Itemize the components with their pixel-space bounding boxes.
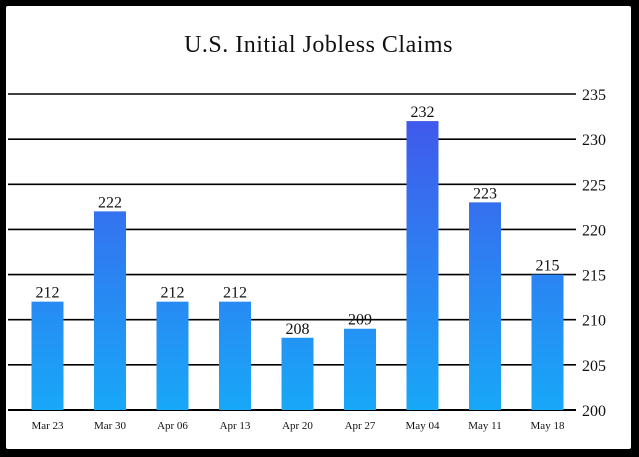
chart-title: U.S. Initial Jobless Claims [184, 32, 453, 58]
y-tick-label: 200 [582, 403, 606, 420]
chart-frame: U.S. Initial Jobless Claims 200 205 210 215… [6, 6, 631, 449]
bar [344, 328, 376, 410]
x-axis-ticks: Mar 23 Mar 30 Apr 06 Apr 13 Apr 20 Apr 27 May … [31, 420, 564, 432]
bar-value-label: 209 [348, 312, 372, 329]
bar [406, 121, 439, 410]
y-axis-ticks: 200 205 210 215 220 225 230 235 [582, 87, 606, 420]
bar-value-label: 212 [36, 285, 60, 302]
x-tick-label: May 04 [406, 420, 440, 432]
bar-chart: 200 205 210 215 220 225 230 235 Mar 23 Mar 30 Apr… [8, 87, 606, 432]
data-labels: 212 222 212 212 208 209 232 223 215 [36, 104, 560, 338]
bar-value-label: 212 [223, 285, 247, 302]
bar-value-label: 208 [286, 321, 310, 338]
y-tick-label: 225 [582, 177, 606, 194]
y-tick-label: 230 [582, 132, 606, 149]
bar [31, 301, 64, 410]
bar-value-label: 223 [473, 185, 497, 202]
bar [156, 301, 189, 410]
bar-value-label: 215 [536, 258, 560, 275]
bars [31, 121, 564, 410]
x-tick-label: Apr 27 [345, 420, 376, 432]
bar [469, 202, 501, 410]
bar-value-label: 222 [98, 194, 122, 211]
x-tick-label: Apr 06 [157, 420, 188, 432]
bar-value-label: 232 [411, 104, 435, 121]
x-tick-label: Mar 30 [94, 420, 127, 432]
bar [94, 211, 126, 410]
bar [531, 274, 564, 410]
x-tick-label: May 18 [531, 420, 565, 432]
x-tick-label: May 11 [468, 420, 502, 432]
bar-value-label: 212 [161, 285, 185, 302]
y-tick-label: 210 [582, 313, 606, 330]
bar [219, 301, 251, 410]
bar [281, 337, 314, 410]
y-tick-label: 215 [582, 268, 606, 285]
x-tick-label: Apr 13 [220, 420, 251, 432]
y-tick-label: 220 [582, 222, 606, 239]
y-tick-label: 235 [582, 87, 606, 104]
x-tick-label: Apr 20 [282, 420, 313, 432]
x-tick-label: Mar 23 [31, 420, 64, 432]
y-tick-label: 205 [582, 358, 606, 375]
